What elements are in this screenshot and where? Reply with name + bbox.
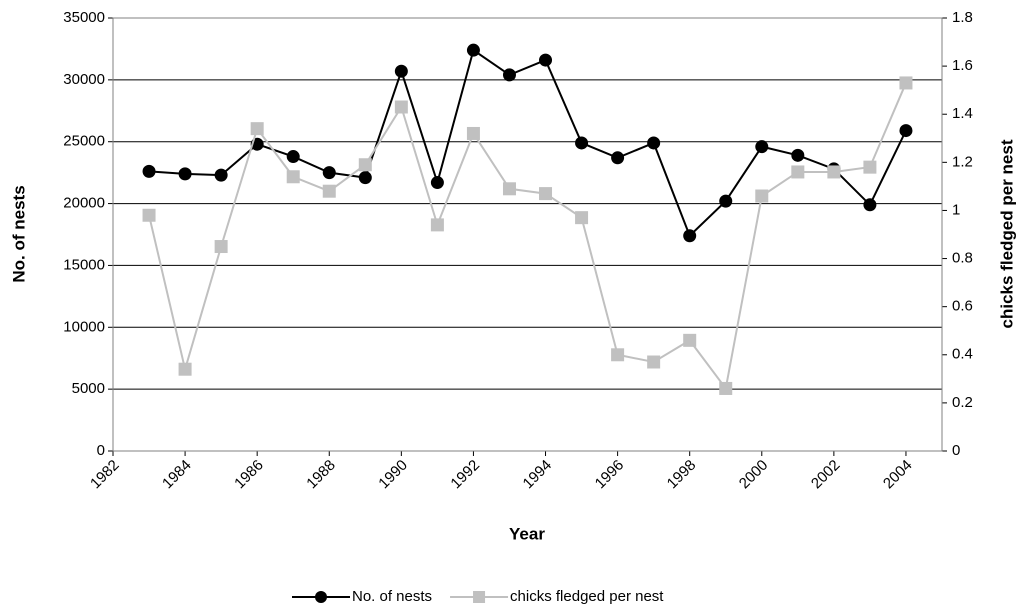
legend-label: No. of nests — [352, 588, 432, 605]
x-tick-label: 1986 — [231, 457, 267, 493]
y2-tick-label: 0.2 — [952, 394, 973, 411]
data-point — [322, 166, 336, 180]
data-point — [358, 171, 372, 185]
y2-tick-label: 1.2 — [952, 153, 973, 170]
y-tick-label: 30000 — [63, 71, 105, 88]
y-tick-label: 10000 — [63, 318, 105, 335]
data-point — [142, 208, 156, 222]
data-point — [575, 136, 589, 150]
x-tick-label: 1994 — [520, 457, 556, 493]
y2-tick-label: 1.6 — [952, 57, 973, 74]
data-point — [322, 184, 336, 198]
data-point — [611, 151, 625, 165]
data-point — [142, 164, 156, 178]
x-tick-label: 2002 — [808, 457, 844, 493]
y-tick-label: 0 — [97, 442, 105, 459]
data-point — [250, 122, 264, 136]
data-point — [647, 355, 661, 369]
y2-tick-label: 1.4 — [952, 105, 973, 122]
y2-tick-label: 1.8 — [952, 9, 973, 26]
legend-marker — [473, 591, 486, 603]
legend-marker — [315, 591, 327, 603]
data-point — [899, 76, 913, 90]
data-point — [286, 150, 300, 164]
y2-axis-label: chicks fledged per nest — [997, 139, 1016, 328]
x-tick-label: 1990 — [375, 457, 411, 493]
y-tick-label: 15000 — [63, 256, 105, 273]
x-axis-label: Year — [509, 524, 545, 543]
data-point — [394, 64, 408, 78]
y2-tick-label: 0 — [952, 442, 960, 459]
y-axis-label: No. of nests — [9, 185, 28, 282]
data-point — [683, 229, 697, 243]
data-point — [502, 182, 516, 196]
data-point — [719, 194, 733, 208]
y-tick-label: 20000 — [63, 195, 105, 212]
series-line — [148, 48, 907, 238]
x-tick-label: 2000 — [736, 457, 772, 493]
data-point — [466, 126, 480, 140]
data-point — [683, 333, 697, 347]
x-tick-label: 2004 — [880, 457, 916, 493]
data-point — [466, 43, 480, 57]
data-point — [430, 176, 444, 190]
y2-tick-label: 1 — [952, 201, 960, 218]
data-point — [791, 165, 805, 179]
data-point — [178, 362, 192, 376]
data-point — [791, 148, 805, 162]
data-point — [502, 68, 516, 82]
data-point — [899, 124, 913, 138]
plot-frame — [112, 17, 943, 452]
legend-label: chicks fledged per nest — [510, 588, 664, 605]
data-point — [286, 170, 300, 184]
x-tick-label: 1982 — [87, 457, 123, 493]
data-point — [394, 100, 408, 114]
x-tick-label: 1992 — [447, 457, 483, 493]
data-point — [863, 160, 877, 174]
x-tick-label: 1998 — [664, 457, 700, 493]
y2-tick-label: 0.4 — [952, 346, 973, 363]
data-point — [539, 53, 553, 67]
data-point — [214, 240, 228, 254]
data-point — [214, 168, 228, 182]
data-point — [647, 136, 661, 150]
x-tick-label: 1984 — [159, 457, 195, 493]
series-line — [148, 82, 907, 391]
y-tick-label: 25000 — [63, 133, 105, 150]
y2-tick-label: 0.6 — [952, 298, 973, 315]
data-point — [719, 381, 733, 395]
y2-tick-label: 0.8 — [952, 250, 973, 267]
data-point — [863, 198, 877, 212]
data-point — [539, 187, 553, 201]
y-tick-label: 35000 — [63, 9, 105, 26]
data-point — [430, 218, 444, 232]
data-point — [755, 189, 769, 203]
x-tick-label: 1988 — [303, 457, 339, 493]
data-point — [755, 140, 769, 154]
data-point — [178, 167, 192, 181]
y-tick-label: 5000 — [72, 380, 105, 397]
data-point — [611, 348, 625, 362]
data-point — [358, 158, 372, 172]
data-point — [827, 165, 841, 179]
x-tick-label: 1996 — [592, 457, 628, 493]
data-point — [575, 211, 589, 225]
